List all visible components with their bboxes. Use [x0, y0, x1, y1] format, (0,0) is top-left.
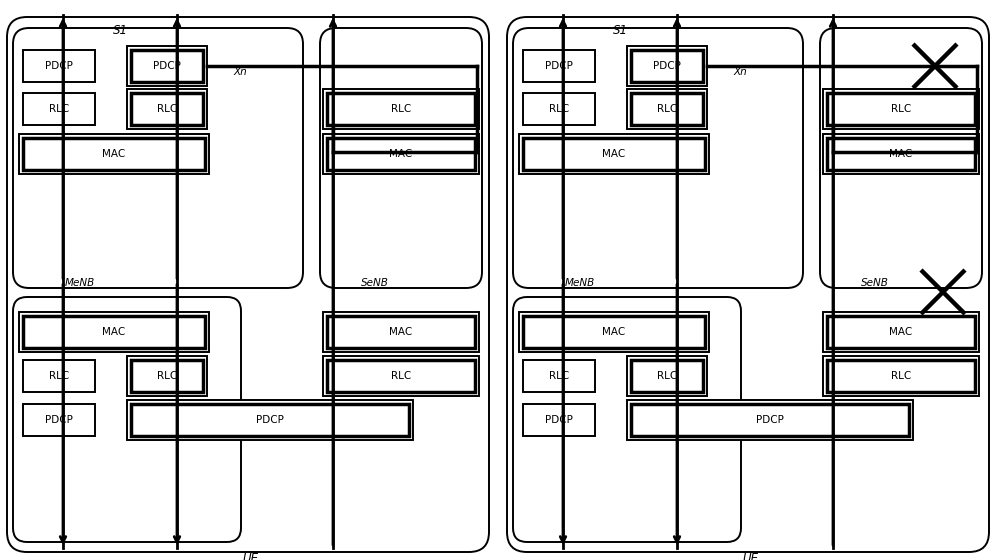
Bar [19, 134, 209, 174]
FancyBboxPatch shape [513, 28, 803, 288]
Bar [127, 46, 207, 86]
Text: MAC: MAC [102, 327, 126, 337]
Bar [131, 50, 203, 82]
Text: RLC: RLC [891, 371, 911, 381]
Bar [827, 93, 975, 125]
Bar [823, 312, 979, 352]
Bar [631, 404, 909, 436]
Text: RLC: RLC [157, 104, 177, 114]
Text: RLC: RLC [657, 104, 677, 114]
Bar [23, 360, 95, 392]
Bar [323, 312, 479, 352]
Text: RLC: RLC [391, 371, 411, 381]
Bar [19, 312, 209, 352]
Bar [823, 356, 979, 396]
Bar [23, 50, 95, 82]
Bar [131, 93, 203, 125]
Text: RLC: RLC [549, 371, 569, 381]
FancyBboxPatch shape [13, 297, 241, 542]
Bar [523, 50, 595, 82]
Bar [127, 400, 413, 440]
Bar [627, 400, 913, 440]
Text: PDCP: PDCP [256, 415, 284, 425]
Text: RLC: RLC [49, 104, 69, 114]
Text: PDCP: PDCP [153, 61, 181, 71]
FancyBboxPatch shape [7, 17, 489, 552]
Text: MAC: MAC [602, 327, 626, 337]
Bar [827, 138, 975, 170]
Bar [523, 138, 705, 170]
Text: S1: S1 [112, 24, 128, 37]
Bar [323, 356, 479, 396]
Text: S1: S1 [612, 24, 628, 37]
Text: Xn: Xn [733, 67, 747, 77]
Bar [627, 356, 707, 396]
Text: MeNB: MeNB [565, 278, 595, 288]
FancyBboxPatch shape [320, 28, 482, 288]
Text: PDCP: PDCP [45, 61, 73, 71]
Text: Xn: Xn [233, 67, 247, 77]
Text: SeNB: SeNB [861, 278, 889, 288]
Bar [131, 360, 203, 392]
Bar [23, 404, 95, 436]
Text: MAC: MAC [389, 327, 413, 337]
Bar [523, 360, 595, 392]
Text: RLC: RLC [49, 371, 69, 381]
FancyBboxPatch shape [820, 28, 982, 288]
Bar [631, 50, 703, 82]
Bar [627, 89, 707, 129]
Bar [631, 360, 703, 392]
FancyBboxPatch shape [13, 28, 303, 288]
Bar [323, 89, 479, 129]
Bar [627, 46, 707, 86]
Text: MeNB: MeNB [65, 278, 95, 288]
Text: MAC: MAC [102, 149, 126, 159]
Text: RLC: RLC [657, 371, 677, 381]
Bar [823, 89, 979, 129]
Text: RLC: RLC [891, 104, 911, 114]
Text: PDCP: PDCP [756, 415, 784, 425]
Bar [23, 93, 95, 125]
Text: PDCP: PDCP [545, 415, 573, 425]
Bar [23, 316, 205, 348]
Bar [523, 316, 705, 348]
Bar [523, 404, 595, 436]
Bar [127, 89, 207, 129]
Bar [823, 134, 979, 174]
Bar [631, 93, 703, 125]
Text: SeNB: SeNB [361, 278, 389, 288]
Bar [327, 93, 475, 125]
Text: MAC: MAC [889, 327, 913, 337]
Text: RLC: RLC [157, 371, 177, 381]
Bar [23, 138, 205, 170]
Text: PDCP: PDCP [45, 415, 73, 425]
Bar [327, 360, 475, 392]
Bar [523, 93, 595, 125]
Text: MAC: MAC [389, 149, 413, 159]
Bar [327, 316, 475, 348]
FancyBboxPatch shape [507, 17, 989, 552]
Text: MAC: MAC [889, 149, 913, 159]
Bar [327, 138, 475, 170]
Bar [323, 134, 479, 174]
Bar [827, 360, 975, 392]
Bar [127, 356, 207, 396]
Bar [519, 134, 709, 174]
Text: PDCP: PDCP [545, 61, 573, 71]
Text: UE: UE [742, 552, 758, 560]
Bar [131, 404, 409, 436]
Bar [519, 312, 709, 352]
Text: PDCP: PDCP [653, 61, 681, 71]
FancyBboxPatch shape [513, 297, 741, 542]
Bar [827, 316, 975, 348]
Text: RLC: RLC [549, 104, 569, 114]
Text: UE: UE [242, 552, 258, 560]
Text: RLC: RLC [391, 104, 411, 114]
Text: MAC: MAC [602, 149, 626, 159]
